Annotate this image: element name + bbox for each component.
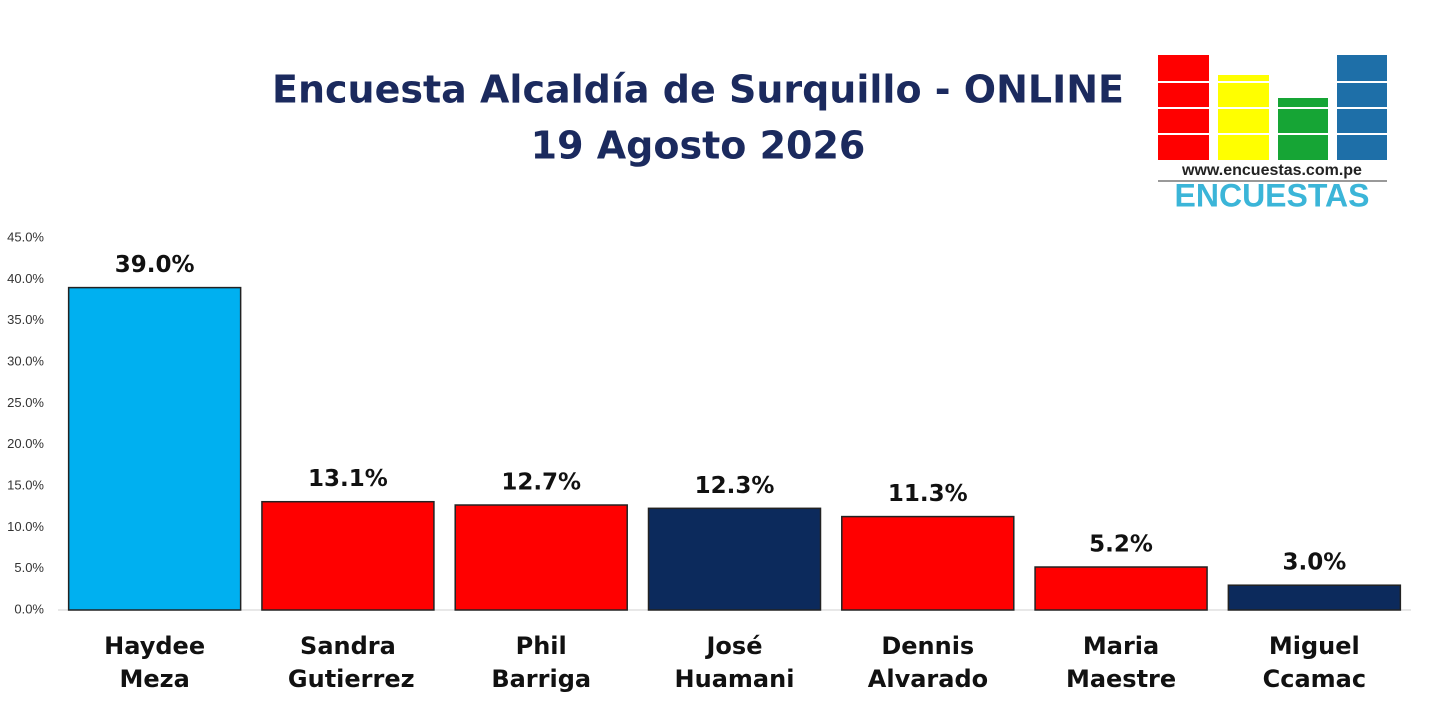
bar [841, 515, 1015, 611]
y-tick-label: 45.0% [7, 229, 44, 244]
logo: www.encuestas.com.pe ENCUESTAS [1155, 55, 1390, 213]
value-label: 39.0% [115, 252, 195, 278]
value-label: 11.3% [888, 481, 968, 507]
bar [647, 507, 822, 611]
x-tick-label: José Huamani [674, 632, 795, 693]
logo-name: ENCUESTAS [1175, 177, 1370, 213]
y-tick-label: 15.0% [7, 477, 44, 492]
x-tick-label: Haydee Meza [104, 632, 206, 693]
y-tick-label: 10.0% [7, 519, 44, 534]
x-tick-label: Maria Maestre [1065, 632, 1177, 693]
value-label: 5.2% [1089, 532, 1153, 558]
chart-subtitle: 19 Agosto 2026 [531, 124, 866, 168]
chart-title: Encuesta Alcaldía de Surquillo - ONLINE [272, 68, 1124, 112]
x-tick-label: Miguel Ccamac [1262, 632, 1367, 693]
x-tick-label: Sandra Gutierrez [287, 632, 415, 693]
x-tick-label: Phil Barriga [491, 632, 592, 693]
bar [1034, 566, 1208, 611]
y-tick-label: 30.0% [7, 353, 44, 368]
logo-url: www.encuestas.com.pe [1181, 162, 1362, 179]
bar [67, 286, 242, 611]
y-tick-label: 5.0% [14, 560, 44, 575]
y-tick-label: 20.0% [7, 436, 44, 451]
value-label: 3.0% [1282, 550, 1346, 576]
y-tick-label: 35.0% [7, 312, 44, 327]
y-tick-label: 25.0% [7, 395, 44, 410]
value-label: 12.7% [501, 470, 581, 496]
bar [454, 504, 628, 611]
y-tick-label: 40.0% [7, 271, 44, 286]
bar [261, 500, 435, 611]
y-tick-label: 0.0% [14, 601, 44, 616]
x-tick-label: Dennis Alvarado [867, 632, 989, 693]
value-label: 12.3% [695, 473, 775, 499]
value-label: 13.1% [308, 466, 388, 492]
bar [1227, 584, 1402, 611]
